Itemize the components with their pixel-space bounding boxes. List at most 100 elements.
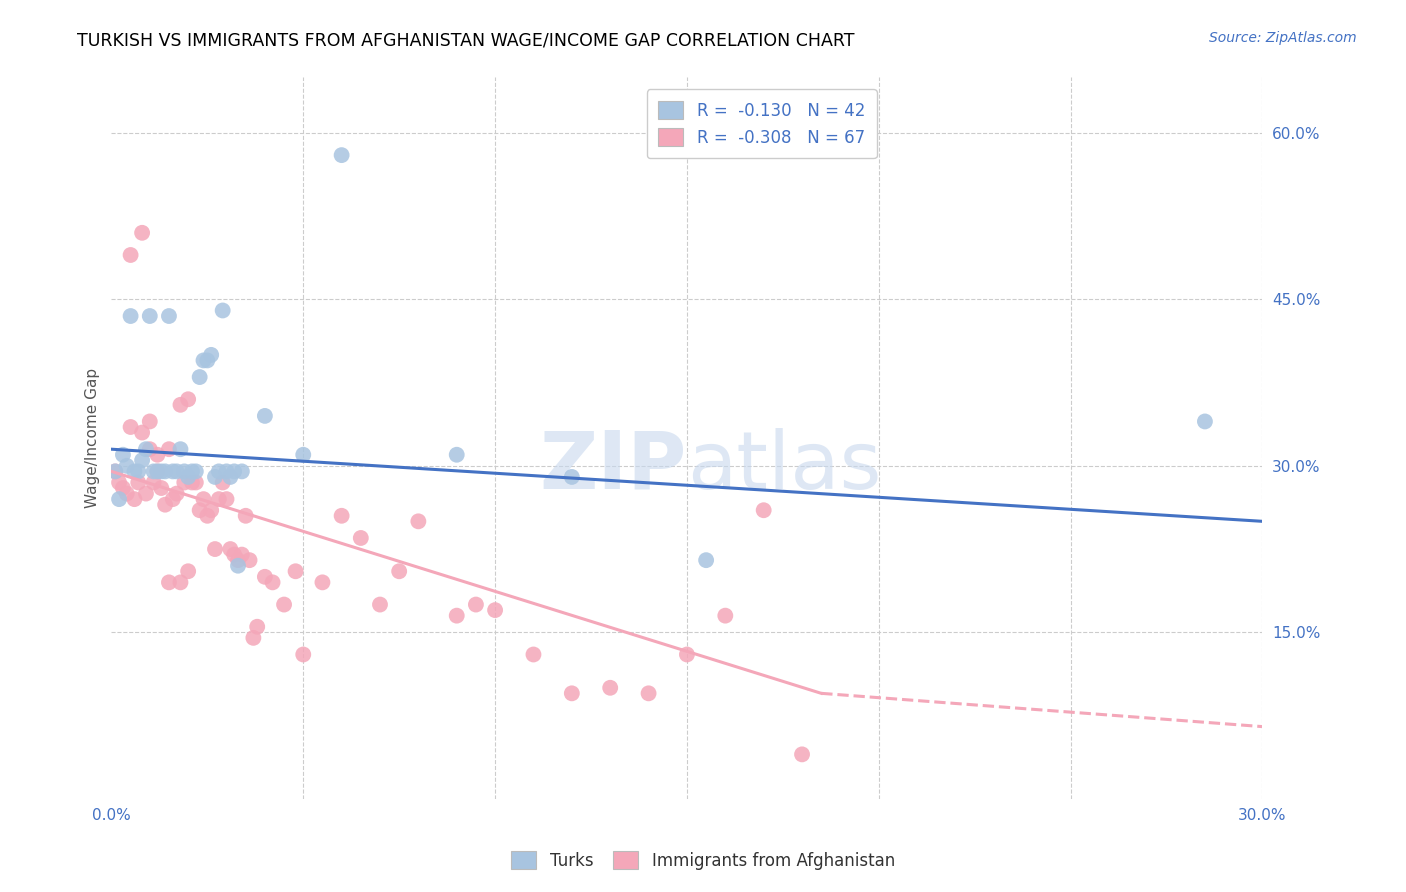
Point <box>177 392 200 407</box>
Point <box>184 475 207 490</box>
Point <box>115 486 138 500</box>
Point <box>714 608 737 623</box>
Point <box>292 448 315 462</box>
Point <box>135 486 157 500</box>
Point <box>246 620 269 634</box>
Point <box>446 448 468 462</box>
Point <box>350 531 373 545</box>
Point <box>231 464 253 478</box>
Point <box>1194 414 1216 428</box>
Point <box>195 508 218 523</box>
Point <box>200 503 222 517</box>
Point <box>484 603 506 617</box>
Point <box>181 475 204 490</box>
Point <box>204 470 226 484</box>
Point <box>169 575 191 590</box>
Point <box>115 458 138 473</box>
Point <box>522 648 544 662</box>
Point <box>219 470 242 484</box>
Point <box>464 598 486 612</box>
Point <box>173 464 195 478</box>
Point <box>211 475 233 490</box>
Point <box>215 492 238 507</box>
Point <box>752 503 775 517</box>
Point <box>193 492 215 507</box>
Point <box>200 348 222 362</box>
Point <box>120 420 142 434</box>
Point <box>284 564 307 578</box>
Text: Source: ZipAtlas.com: Source: ZipAtlas.com <box>1209 31 1357 45</box>
Point <box>204 542 226 557</box>
Point <box>124 492 146 507</box>
Point <box>599 681 621 695</box>
Point <box>142 464 165 478</box>
Point <box>177 470 200 484</box>
Point <box>226 553 249 567</box>
Point <box>157 575 180 590</box>
Point <box>184 464 207 478</box>
Point <box>311 575 333 590</box>
Point <box>388 564 411 578</box>
Text: TURKISH VS IMMIGRANTS FROM AFGHANISTAN WAGE/INCOME GAP CORRELATION CHART: TURKISH VS IMMIGRANTS FROM AFGHANISTAN W… <box>77 31 855 49</box>
Legend: R =  -0.130   N = 42, R =  -0.308   N = 67: R = -0.130 N = 42, R = -0.308 N = 67 <box>647 89 877 159</box>
Point <box>139 309 162 323</box>
Point <box>127 475 149 490</box>
Text: ZIP: ZIP <box>540 428 688 506</box>
Point <box>162 492 184 507</box>
Point <box>195 353 218 368</box>
Point <box>211 303 233 318</box>
Point <box>166 486 188 500</box>
Point <box>169 442 191 457</box>
Point <box>111 448 134 462</box>
Point <box>150 464 173 478</box>
Point <box>446 608 468 623</box>
Point <box>262 575 284 590</box>
Point <box>330 508 353 523</box>
Point <box>120 248 142 262</box>
Point <box>153 464 176 478</box>
Point <box>242 631 264 645</box>
Point <box>142 475 165 490</box>
Point <box>408 514 430 528</box>
Point <box>139 442 162 457</box>
Point <box>235 508 257 523</box>
Point <box>676 648 699 662</box>
Point <box>695 553 717 567</box>
Text: atlas: atlas <box>688 428 882 506</box>
Point <box>131 425 153 440</box>
Point <box>219 542 242 557</box>
Point <box>131 453 153 467</box>
Point <box>193 353 215 368</box>
Point <box>157 442 180 457</box>
Point <box>231 548 253 562</box>
Point <box>181 464 204 478</box>
Point <box>146 464 169 478</box>
Point <box>139 414 162 428</box>
Point <box>215 464 238 478</box>
Point <box>135 442 157 457</box>
Point <box>238 553 260 567</box>
Point <box>292 648 315 662</box>
Point <box>226 558 249 573</box>
Point <box>177 564 200 578</box>
Point <box>173 475 195 490</box>
Point <box>157 309 180 323</box>
Point <box>330 148 353 162</box>
Point <box>368 598 391 612</box>
Point <box>120 309 142 323</box>
Point <box>273 598 295 612</box>
Point <box>188 503 211 517</box>
Point <box>108 492 131 507</box>
Point <box>253 409 276 423</box>
Point <box>146 448 169 462</box>
Point <box>188 370 211 384</box>
Point <box>790 747 813 762</box>
Point <box>208 492 231 507</box>
Point <box>150 481 173 495</box>
Point <box>637 686 659 700</box>
Point <box>111 481 134 495</box>
Point <box>131 226 153 240</box>
Point <box>108 475 131 490</box>
Point <box>162 464 184 478</box>
Point <box>169 398 191 412</box>
